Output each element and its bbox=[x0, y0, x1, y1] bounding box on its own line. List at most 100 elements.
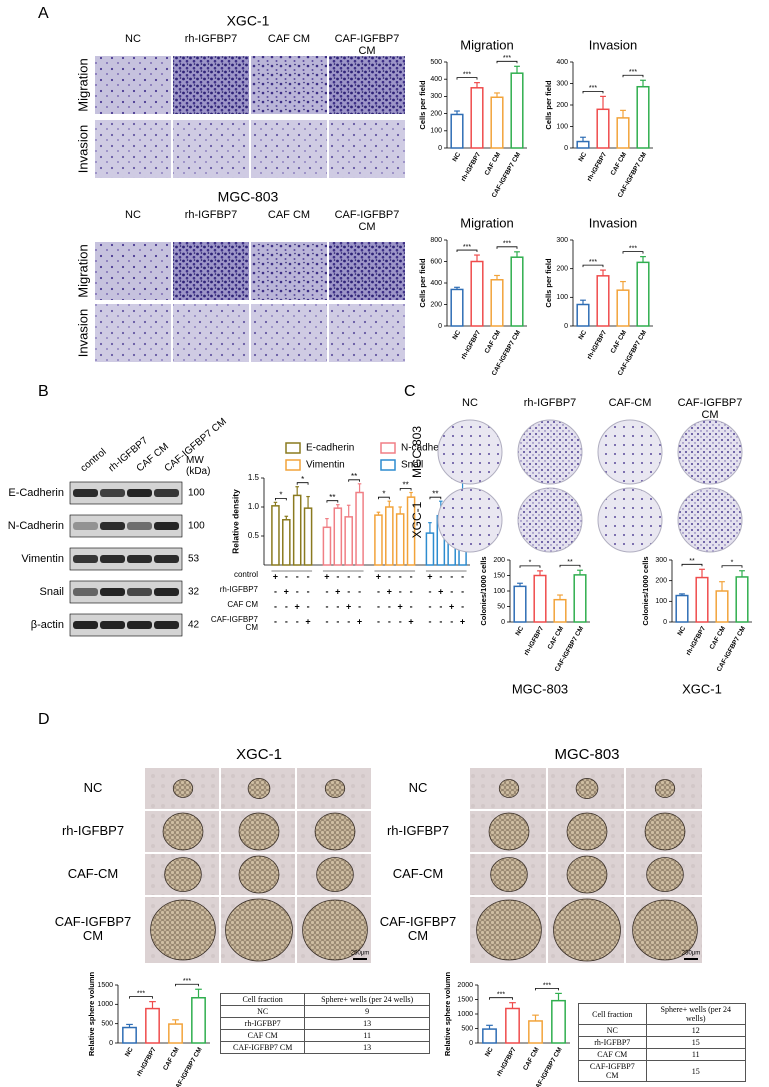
treatment-sign: - bbox=[347, 586, 350, 596]
y-tick-label: 200 bbox=[556, 266, 568, 273]
legend-swatch bbox=[285, 459, 301, 471]
table-cell: NC bbox=[578, 1024, 647, 1037]
column-header: CAF CM bbox=[267, 209, 311, 221]
protein-label: E-Cadherin bbox=[8, 487, 64, 499]
y-tick-label: 300 bbox=[556, 80, 568, 87]
table-cell: 13 bbox=[304, 1041, 430, 1054]
significance-label: *** bbox=[503, 241, 511, 248]
y-axis-label: Colonies/1000 cells bbox=[479, 556, 488, 625]
x-tick-label: NC bbox=[577, 329, 588, 341]
column-header: NC bbox=[125, 209, 141, 221]
table-row: Cell fraction Sphere+ wells (per 24 wells… bbox=[578, 1003, 747, 1025]
table-cell: CAF CM bbox=[219, 1029, 306, 1042]
treatment-sign: - bbox=[450, 571, 453, 581]
significance-bracket bbox=[129, 996, 153, 999]
bar bbox=[636, 85, 650, 149]
legend-label: Vimentin bbox=[306, 460, 345, 471]
sphere bbox=[644, 812, 686, 851]
significance-bracket bbox=[275, 497, 287, 501]
column-header: CAF CM bbox=[267, 33, 311, 45]
x-tick-label: NC bbox=[514, 625, 525, 637]
significance-bracket bbox=[348, 479, 360, 482]
y-tick-label: 0.5 bbox=[248, 531, 260, 540]
treatment-sign: - bbox=[450, 586, 453, 596]
column-header: CAF-IGFBP7 CM bbox=[677, 397, 743, 421]
bar bbox=[616, 289, 630, 327]
treatment-sign: - bbox=[388, 601, 391, 611]
blot-strip bbox=[69, 613, 183, 637]
table-row: CAF-IGFBP7 CM 13 bbox=[219, 1041, 430, 1054]
micrograph bbox=[251, 304, 327, 362]
bar bbox=[450, 113, 464, 149]
table-row: CAF-IGFBP7 CM 15 bbox=[578, 1060, 747, 1082]
chart-caption: XGC-1 bbox=[682, 681, 722, 696]
lane-label: control bbox=[79, 447, 109, 475]
sphere bbox=[632, 899, 698, 961]
row-label: CAF-IGFBP7 CM bbox=[379, 914, 457, 943]
significance-bracket bbox=[582, 91, 604, 94]
y-tick-label: 600 bbox=[430, 258, 442, 265]
significance-bracket bbox=[622, 251, 644, 254]
chart-title: Invasion bbox=[589, 215, 637, 230]
significance-bracket bbox=[296, 482, 309, 485]
blot-band bbox=[127, 588, 152, 596]
table-cell: 13 bbox=[304, 1017, 430, 1030]
column-header: NC bbox=[462, 397, 478, 409]
scale-bar-label: 250μm bbox=[682, 951, 700, 957]
bar bbox=[355, 491, 364, 566]
treatment-sign: - bbox=[388, 616, 391, 626]
y-tick-label: 0 bbox=[663, 619, 667, 626]
significance-label: * bbox=[731, 560, 734, 567]
blot-strip bbox=[69, 481, 183, 505]
significance-label: *** bbox=[183, 978, 191, 985]
x-tick-label: NC bbox=[124, 1046, 135, 1058]
protein-label: β-actin bbox=[31, 619, 64, 631]
significance-bracket bbox=[559, 564, 581, 568]
scale-bar-label: 250μm bbox=[351, 951, 369, 957]
table-cell: 11 bbox=[304, 1029, 430, 1042]
y-tick-label: 300 bbox=[556, 237, 568, 244]
significance-bracket bbox=[378, 496, 390, 500]
x-tick-label: CAF CM bbox=[484, 151, 503, 176]
legend-swatch bbox=[285, 442, 301, 454]
bar bbox=[551, 999, 566, 1044]
blot-strip bbox=[69, 580, 183, 604]
x-tick-label: rh-IGFBP7 bbox=[460, 151, 482, 183]
bar bbox=[596, 108, 610, 149]
mw-value: 100 bbox=[188, 488, 205, 499]
y-axis-label: Relative sphere volumn bbox=[443, 971, 452, 1056]
row-label: CAF-CM bbox=[67, 865, 119, 881]
treatment-sign: + bbox=[387, 586, 392, 596]
protein-label: N-Cadherin bbox=[8, 520, 64, 532]
blot-band bbox=[73, 555, 98, 563]
treatment-sign: - bbox=[307, 571, 310, 581]
x-tick-label: rh-IGFBP7 bbox=[496, 1046, 518, 1078]
table-row: NC 12 bbox=[578, 1024, 747, 1037]
sphere bbox=[553, 898, 621, 962]
treatment-sign: - bbox=[358, 571, 361, 581]
treatment-sign: + bbox=[273, 571, 278, 581]
table-cell: 12 bbox=[645, 1024, 747, 1037]
y-tick-label: 2000 bbox=[457, 982, 473, 989]
y-tick-label: 200 bbox=[430, 110, 442, 117]
significance-bracket bbox=[399, 488, 412, 491]
y-axis-label: Cells per field bbox=[544, 258, 553, 308]
protein-label: Snail bbox=[40, 586, 64, 598]
y-tick-label: 200 bbox=[655, 578, 667, 585]
sphere bbox=[316, 857, 354, 892]
significance-label: ** bbox=[432, 489, 438, 498]
table-cell: rh-IGFBP7 bbox=[219, 1017, 306, 1030]
blot-band bbox=[73, 522, 98, 530]
treatment-sign: - bbox=[461, 601, 464, 611]
significance-label: *** bbox=[497, 992, 505, 999]
y-tick-label: 500 bbox=[101, 1021, 113, 1028]
bar bbox=[282, 519, 291, 566]
treatment-sign: - bbox=[307, 586, 310, 596]
treatment-sign: - bbox=[428, 601, 431, 611]
mw-value: 53 bbox=[188, 554, 200, 565]
x-tick-label: NC bbox=[451, 329, 462, 341]
significance-bracket bbox=[456, 249, 478, 253]
table-row: rh-IGFBP7 15 bbox=[578, 1036, 747, 1049]
y-tick-label: 1000 bbox=[97, 1001, 113, 1008]
x-tick-label: rh-IGFBP7 bbox=[523, 625, 545, 657]
